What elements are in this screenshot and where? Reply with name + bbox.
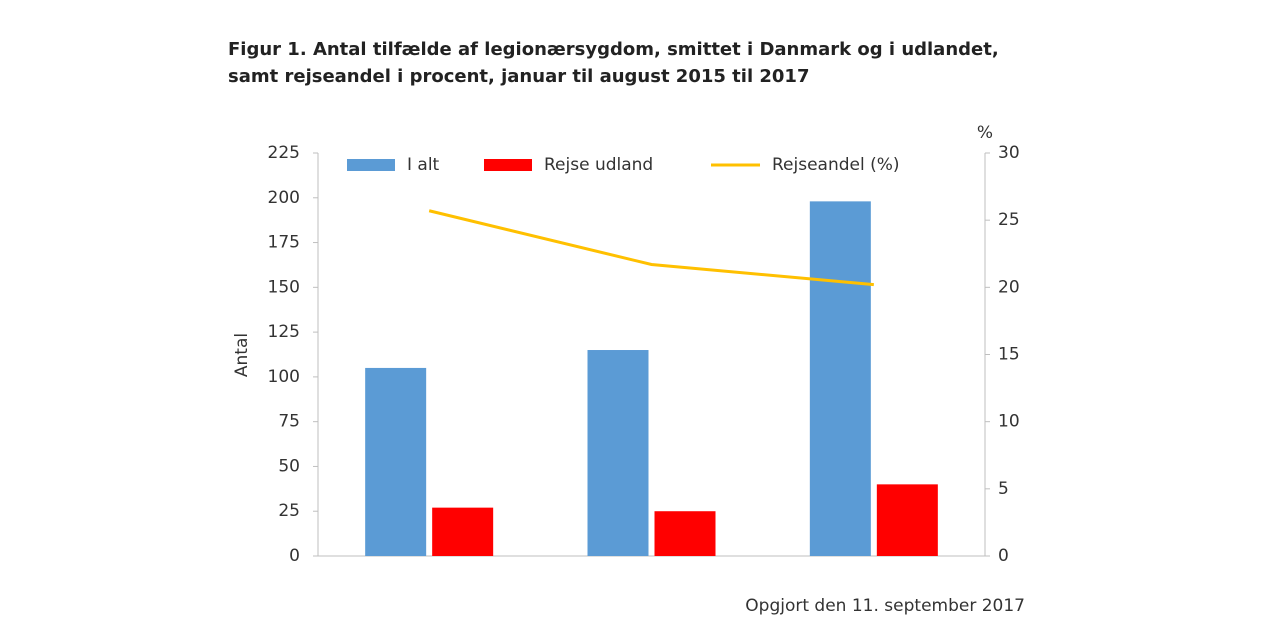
y-tick-label: 50 [278, 456, 300, 476]
legend-swatch [484, 159, 532, 171]
y-tick-label: 100 [268, 367, 300, 387]
y2-tick-label: 5 [998, 479, 1009, 499]
y-tick-label: 225 [268, 143, 300, 163]
y2-tick-label: 30 [998, 143, 1020, 163]
legend-label: I alt [407, 155, 440, 175]
y2-tick-label: 20 [998, 277, 1020, 297]
y-tick-label: 25 [278, 501, 300, 521]
legend-label: Rejseandel (%) [772, 155, 900, 175]
y-tick-label: 200 [268, 188, 300, 208]
bar [654, 511, 716, 556]
bar [587, 350, 649, 556]
legend-swatch [347, 159, 395, 171]
y2-tick-label: 25 [998, 210, 1020, 230]
y-axis-label: Antal [232, 333, 252, 377]
y2-axis-label: % [977, 123, 993, 143]
y2-tick-label: 0 [998, 546, 1009, 566]
bar [432, 507, 494, 556]
legend-label: Rejse udland [544, 155, 653, 175]
y-tick-label: 75 [278, 412, 300, 432]
footnote: Opgjort den 11. september 2017 [745, 596, 1025, 616]
y2-tick-label: 15 [998, 345, 1020, 365]
bar [876, 484, 938, 556]
y2-tick-label: 10 [998, 412, 1020, 432]
y-tick-label: 125 [268, 322, 300, 342]
bar [365, 367, 427, 556]
bar [809, 201, 871, 557]
line [428, 209, 874, 287]
chart-title: Figur 1. Antal tilfælde af legionærsygdo… [228, 39, 999, 87]
y-tick-label: 175 [268, 233, 300, 253]
y-tick-label: 150 [268, 277, 300, 297]
y-tick-label: 0 [289, 546, 300, 566]
